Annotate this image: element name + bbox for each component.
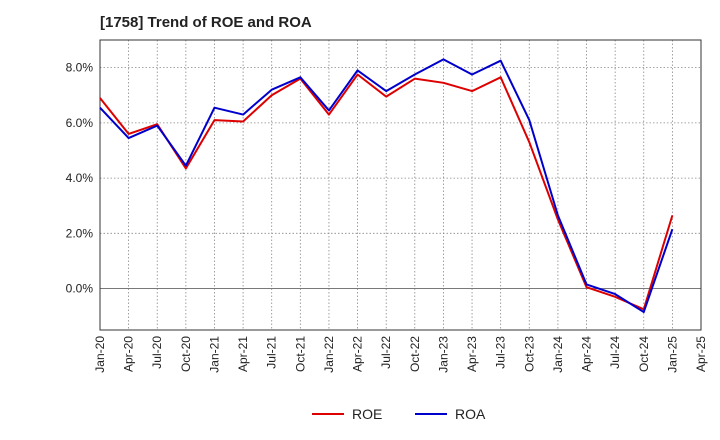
- x-tick-label: Jan-24: [551, 336, 565, 373]
- x-tick-label: Oct-24: [637, 336, 651, 372]
- legend-label-roe: ROE: [352, 406, 382, 422]
- series-line-roa: [99, 58, 674, 314]
- x-tick-label: Jul-20: [150, 336, 164, 369]
- x-tick-label: Jul-21: [265, 336, 279, 369]
- plot-area-frame: [99, 39, 702, 331]
- x-tick-label: Apr-24: [580, 336, 594, 372]
- x-tick-label: Jan-25: [665, 336, 679, 373]
- series-line-roe: [99, 73, 674, 311]
- x-tick-label: Apr-21: [236, 336, 250, 372]
- x-tick-label: Apr-25: [694, 336, 708, 372]
- x-tick-label: Apr-23: [465, 336, 479, 372]
- x-tick-label: Oct-23: [522, 336, 536, 372]
- y-tick-label: 8.0%: [66, 61, 94, 75]
- x-tick-label: Jul-22: [379, 336, 393, 369]
- x-tick-label: Jul-24: [608, 336, 622, 369]
- x-tick-label: Jul-23: [494, 336, 508, 369]
- x-tick-label: Jan-23: [436, 336, 450, 373]
- x-tick-label: Oct-21: [293, 336, 307, 372]
- x-tick-label: Oct-20: [179, 336, 193, 372]
- y-tick-label: 6.0%: [66, 116, 94, 130]
- y-tick-label: 0.0%: [66, 282, 94, 296]
- x-tick-label: Jan-22: [322, 336, 336, 373]
- y-tick-label: 4.0%: [66, 171, 94, 185]
- x-tick-label: Jan-20: [93, 336, 107, 373]
- x-tick-label: Apr-22: [351, 336, 365, 372]
- x-tick-label: Apr-20: [122, 336, 136, 372]
- x-tick-label: Jan-21: [207, 336, 221, 373]
- x-tick-label: Oct-22: [408, 336, 422, 372]
- legend-label-roa: ROA: [455, 406, 486, 422]
- chart-title: [1758] Trend of ROE and ROA: [100, 14, 312, 31]
- y-tick-label: 2.0%: [66, 226, 94, 240]
